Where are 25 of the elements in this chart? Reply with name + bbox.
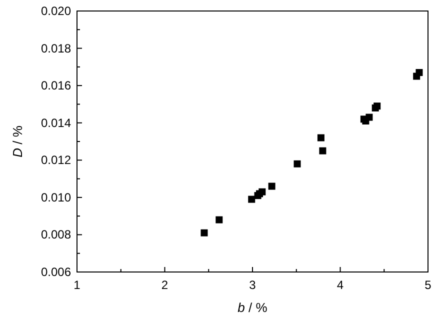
point: [216, 216, 223, 224]
point: [268, 182, 276, 190]
x-tick-label: 5: [424, 278, 432, 292]
y-tick-label: 0.008: [40, 228, 72, 242]
y-tick-label: 0.016: [40, 78, 72, 93]
point: [294, 160, 301, 168]
point: [416, 69, 423, 76]
x-tick-label: 4: [336, 278, 344, 292]
point: [258, 188, 266, 196]
x-tick-label: 3: [249, 278, 256, 292]
point: [319, 147, 326, 154]
y-axis-title: D / %: [10, 125, 25, 158]
y-tick-label: 0.014: [40, 116, 72, 130]
point: [317, 134, 324, 142]
y-tick-label: 0.020: [40, 4, 72, 18]
point: [248, 196, 256, 203]
y-tick-label: 0.012: [40, 153, 72, 168]
y-tick-label: 0.018: [40, 41, 72, 56]
x-tick-label: 2: [161, 278, 168, 292]
y-tick-label: 0.010: [40, 190, 72, 204]
y-tick-label: 0.006: [40, 265, 72, 279]
x-axis-title: b / %: [238, 300, 268, 315]
point: [366, 114, 373, 121]
x-tick-label: 1: [74, 278, 81, 292]
point: [200, 229, 208, 236]
